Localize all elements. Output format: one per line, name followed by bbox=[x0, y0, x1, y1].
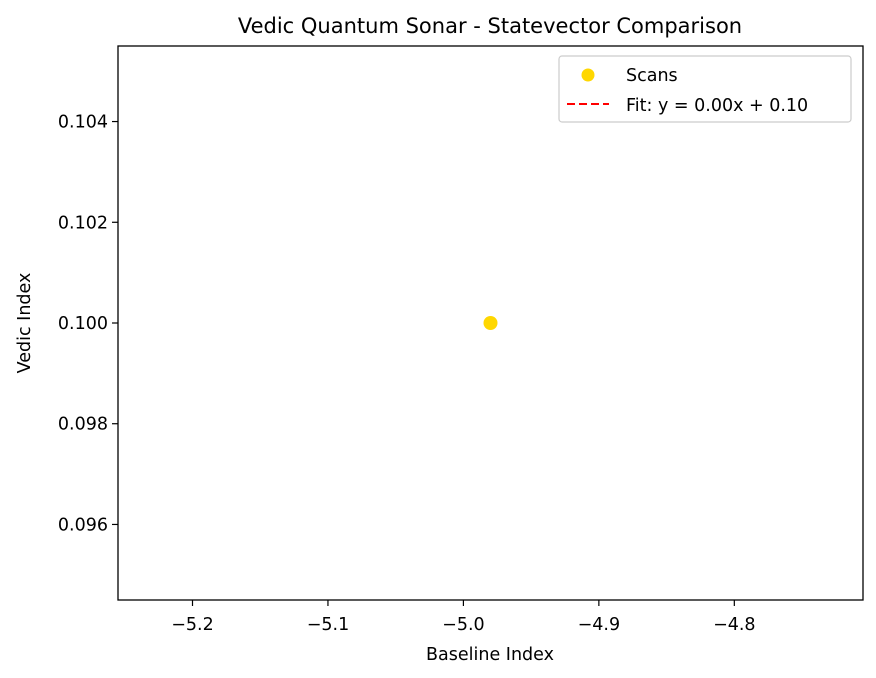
y-tick-label: 0.098 bbox=[58, 415, 108, 435]
legend-fit-label: Fit: y = 0.00x + 0.10 bbox=[626, 96, 808, 116]
plot-content bbox=[483, 316, 498, 330]
legend-scans-marker bbox=[581, 68, 595, 82]
x-tick-label: −4.9 bbox=[578, 615, 621, 635]
y-tick-label: 0.100 bbox=[58, 314, 108, 334]
y-tick-label: 0.104 bbox=[58, 113, 108, 133]
x-axis-label: Baseline Index bbox=[426, 645, 554, 665]
scatter-point bbox=[483, 316, 498, 330]
x-tick-label: −5.1 bbox=[307, 615, 350, 635]
x-tick-label: −5.2 bbox=[171, 615, 214, 635]
chart-title: Vedic Quantum Sonar - Statevector Compar… bbox=[238, 14, 742, 38]
legend: Scans Fit: y = 0.00x + 0.10 bbox=[558, 55, 852, 123]
x-axis-ticks: −5.2 −5.1 −5.0 −4.9 −4.8 bbox=[171, 600, 756, 635]
plot-frame bbox=[117, 45, 864, 601]
legend-scans-label: Scans bbox=[626, 66, 678, 86]
y-axis-ticks: 0.096 0.098 0.100 0.102 0.104 bbox=[58, 113, 118, 535]
legend-box bbox=[558, 55, 852, 123]
y-tick-label: 0.096 bbox=[58, 515, 108, 535]
x-tick-label: −4.8 bbox=[713, 615, 756, 635]
x-tick-label: −5.0 bbox=[442, 615, 485, 635]
y-tick-label: 0.102 bbox=[58, 213, 108, 233]
y-axis-label: Vedic Index bbox=[15, 273, 35, 374]
